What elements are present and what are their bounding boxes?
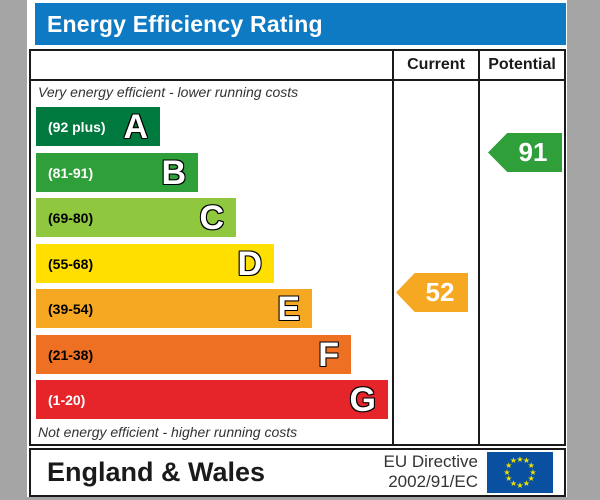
- eu-star-icon: ★: [505, 461, 513, 470]
- band-letter: G: [349, 381, 376, 419]
- eu-star-icon: ★: [529, 467, 537, 477]
- band-range-label: (92 plus): [48, 119, 106, 135]
- band-range-label: (1-20): [48, 392, 86, 408]
- band-range-label: (55-68): [48, 255, 94, 272]
- title-bar: Energy Efficiency Rating: [35, 3, 566, 45]
- footer: England & Wales EU Directive 2002/91/EC …: [29, 448, 566, 497]
- eu-directive-label: EU Directive 2002/91/EC: [341, 452, 478, 492]
- eu-star-icon: ★: [516, 480, 524, 490]
- column-header-current: Current: [407, 56, 465, 73]
- region-label: England & Wales: [47, 457, 266, 487]
- band-row-c: (69-80) C: [36, 198, 236, 237]
- band-range-label: (81-91): [48, 164, 94, 181]
- band-letter: E: [277, 290, 300, 328]
- band-range-label: (21-38): [48, 346, 94, 363]
- band-row-a: (92 plus) A: [36, 107, 160, 146]
- eu-star-icon: ★: [527, 461, 535, 470]
- band-range-label: (69-80): [48, 210, 94, 226]
- eu-star-icon: ★: [509, 456, 518, 466]
- eu-directive-line2: 2002/91/EC: [388, 472, 478, 491]
- eu-directive-line1: EU Directive: [383, 452, 478, 471]
- column-header-potential: Potential: [488, 56, 556, 73]
- potential-rating-arrow: 91: [488, 133, 562, 172]
- page-title: Energy Efficiency Rating: [47, 10, 323, 37]
- band-range-label: (39-54): [48, 301, 94, 317]
- band-letter: F: [318, 335, 339, 374]
- eu-star-icon: ★: [527, 474, 535, 483]
- eu-star-icon: ★: [509, 478, 518, 488]
- eu-star-icon: ★: [505, 474, 513, 483]
- band-letter: B: [161, 153, 186, 192]
- current-rating-arrow: 52: [396, 273, 468, 312]
- column-divider: [478, 51, 480, 444]
- top-note: Very energy efficient - lower running co…: [38, 84, 299, 100]
- eu-star-icon: ★: [522, 456, 531, 466]
- eu-star-icon: ★: [522, 478, 531, 488]
- band-row-b: (81-91) B: [36, 152, 198, 192]
- current-rating-value: 52: [425, 277, 455, 307]
- band-row-f: (21-38) F: [36, 334, 351, 374]
- band-row-g: (1-20) G: [36, 380, 388, 419]
- band-letter: C: [199, 199, 224, 237]
- potential-rating-value: 91: [518, 137, 548, 167]
- band-letter: D: [237, 244, 262, 283]
- bottom-note: Not energy efficient - higher running co…: [38, 424, 298, 440]
- column-divider: [392, 51, 394, 444]
- eu-flag-icon: ★ ★ ★ ★ ★ ★ ★ ★ ★ ★ ★ ★: [487, 452, 553, 493]
- band-row-d: (55-68) D: [36, 243, 274, 283]
- band-row-e: (39-54) E: [36, 289, 312, 328]
- eu-star-icon: ★: [516, 454, 524, 464]
- band-letter: A: [123, 108, 148, 146]
- eu-star-icon: ★: [503, 467, 511, 477]
- header-divider: [31, 79, 564, 81]
- rating-table: Current Potential Very energy efficient …: [29, 49, 566, 446]
